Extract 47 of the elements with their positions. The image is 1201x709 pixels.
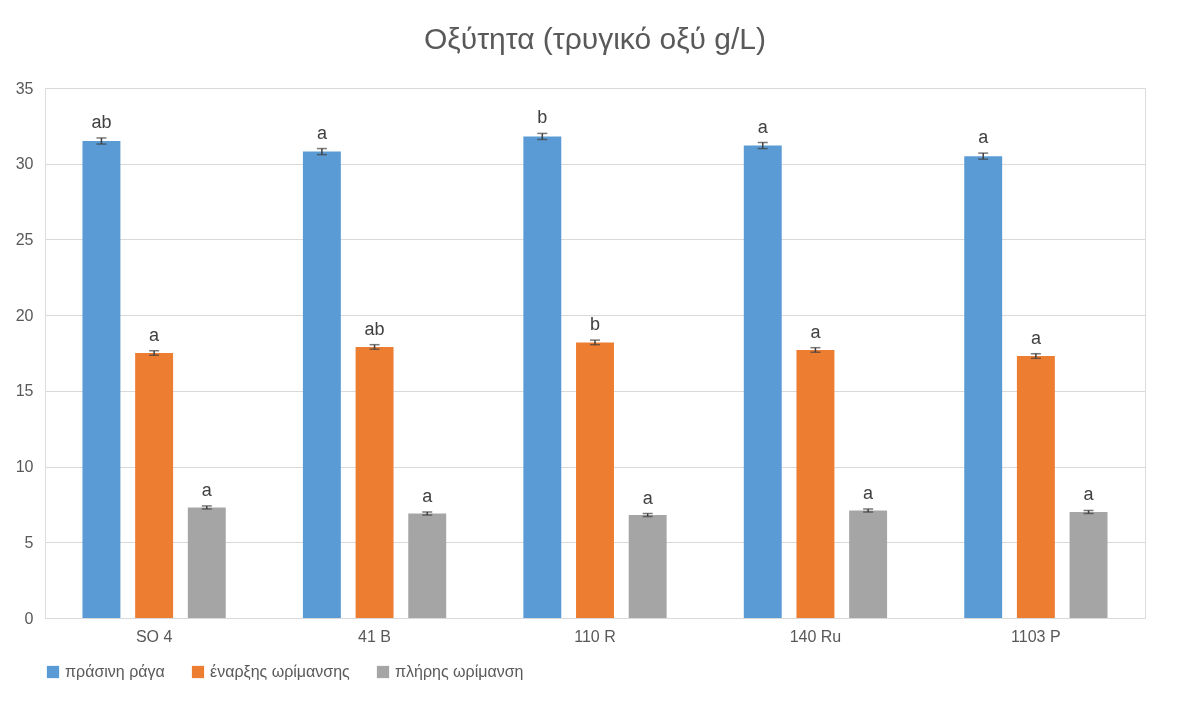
bar bbox=[576, 342, 614, 618]
y-tick-label: 0 bbox=[24, 609, 34, 627]
bar bbox=[1069, 512, 1108, 618]
bar bbox=[1016, 356, 1055, 618]
bar bbox=[187, 507, 226, 618]
bar bbox=[408, 513, 447, 618]
y-tick-label: 30 bbox=[15, 155, 34, 173]
data-label: a bbox=[149, 324, 161, 345]
legend-label: έναρξης ωρίμανσης bbox=[210, 663, 351, 681]
data-label: a bbox=[978, 127, 990, 148]
bar bbox=[796, 349, 835, 618]
data-label: b bbox=[589, 314, 601, 335]
x-tick-label: SO 4 bbox=[135, 627, 173, 645]
data-label: a bbox=[201, 479, 213, 500]
y-tick-label: 25 bbox=[15, 230, 34, 248]
data-label: ab bbox=[364, 318, 385, 339]
y-tick-label: 5 bbox=[24, 533, 34, 551]
y-tick-label: 15 bbox=[15, 382, 34, 400]
bar bbox=[523, 136, 562, 618]
bar bbox=[82, 141, 121, 618]
legend-label: πλήρης ωρίμανση bbox=[395, 663, 524, 680]
x-tick-label: 1103 P bbox=[1011, 627, 1061, 645]
bar bbox=[135, 353, 174, 618]
bar bbox=[628, 515, 667, 618]
legend-label: πράσινη ράγα bbox=[65, 663, 165, 680]
bar bbox=[743, 145, 782, 618]
y-tick-label: 20 bbox=[15, 306, 34, 324]
x-tick-label: 41 B bbox=[358, 627, 392, 645]
data-label: a bbox=[757, 116, 769, 137]
x-tick-label: 110 R bbox=[574, 627, 616, 645]
bar bbox=[849, 510, 888, 618]
chart-title: Οξύτητα (τρυγικό οξύ g/L) bbox=[424, 22, 766, 55]
y-tick-label: 10 bbox=[15, 458, 34, 476]
data-label: a bbox=[1030, 327, 1042, 348]
data-label: b bbox=[537, 107, 548, 128]
data-label: a bbox=[422, 486, 434, 506]
data-label: a bbox=[1083, 484, 1095, 505]
data-label: a bbox=[863, 482, 875, 503]
data-label: ab bbox=[91, 111, 112, 132]
data-label: a bbox=[642, 487, 654, 508]
bar bbox=[964, 156, 1003, 618]
bar bbox=[355, 346, 394, 618]
x-tick-label: 140 Ru bbox=[789, 627, 842, 645]
data-label: a bbox=[316, 122, 328, 143]
data-label: a bbox=[810, 321, 822, 342]
y-tick-label: 35 bbox=[15, 79, 34, 97]
bar bbox=[302, 151, 341, 618]
